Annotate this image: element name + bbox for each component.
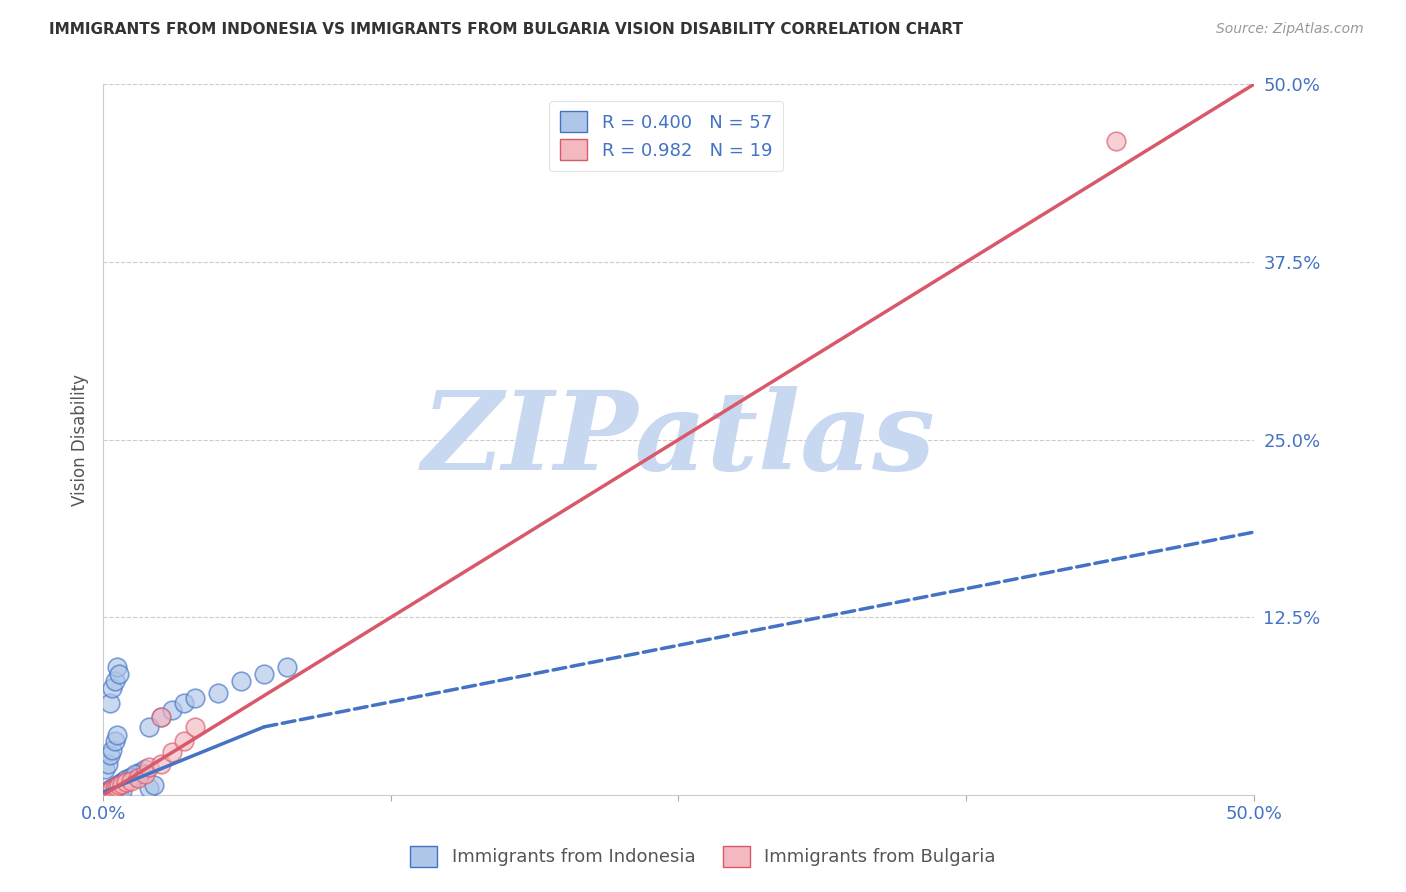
Point: [101, 782, 124, 797]
Point: [129, 765, 152, 780]
Point: [184, 720, 207, 734]
Point: [104, 780, 127, 794]
Point: [98, 784, 121, 798]
Point: [134, 766, 156, 780]
Point: [231, 674, 253, 689]
Point: [98, 782, 121, 797]
Point: [104, 785, 127, 799]
Point: [97, 784, 120, 798]
Point: [94, 787, 117, 801]
Point: [120, 773, 142, 788]
Text: IMMIGRANTS FROM INDONESIA VS IMMIGRANTS FROM BULGARIA VISION DISABILITY CORRELAT: IMMIGRANTS FROM INDONESIA VS IMMIGRANTS …: [49, 22, 963, 37]
Point: [105, 787, 128, 801]
Point: [149, 710, 172, 724]
Point: [138, 720, 160, 734]
Point: [94, 763, 117, 777]
Point: [105, 780, 128, 794]
Point: [105, 780, 128, 794]
Point: [110, 784, 132, 798]
Point: [104, 674, 127, 689]
Point: [94, 787, 117, 801]
Point: [105, 778, 128, 792]
Point: [120, 771, 142, 785]
Point: [97, 785, 120, 799]
Point: [97, 756, 120, 771]
Point: [98, 748, 121, 763]
Point: [108, 785, 131, 799]
Point: [117, 772, 139, 787]
Point: [101, 784, 124, 798]
Point: [101, 681, 124, 696]
Point: [98, 787, 121, 801]
Point: [105, 660, 128, 674]
Point: [127, 771, 149, 785]
Point: [98, 784, 121, 798]
Point: [120, 770, 142, 784]
Point: [115, 772, 138, 787]
Point: [101, 782, 124, 797]
Point: [142, 778, 165, 792]
Point: [207, 686, 229, 700]
Text: ZIPatlas: ZIPatlas: [422, 386, 935, 493]
Point: [108, 778, 131, 792]
Text: Source: ZipAtlas.com: Source: ZipAtlas.com: [1216, 22, 1364, 37]
Point: [124, 766, 146, 780]
Point: [108, 778, 131, 792]
Y-axis label: Vision Disability: Vision Disability: [72, 374, 89, 506]
Point: [253, 667, 276, 681]
Legend: R = 0.400   N = 57, R = 0.982   N = 19: R = 0.400 N = 57, R = 0.982 N = 19: [550, 101, 783, 171]
Point: [149, 756, 172, 771]
Point: [110, 777, 132, 791]
Point: [160, 746, 183, 760]
Point: [101, 742, 124, 756]
Point: [105, 728, 128, 742]
Point: [98, 696, 121, 710]
Point: [276, 660, 298, 674]
Point: [138, 759, 160, 773]
Point: [104, 734, 127, 748]
Point: [101, 780, 124, 795]
Point: [112, 773, 135, 788]
Point: [122, 770, 145, 784]
Point: [184, 691, 207, 706]
Point: [1104, 134, 1126, 148]
Point: [108, 667, 131, 681]
Point: [108, 777, 131, 791]
Point: [138, 780, 160, 795]
Legend: Immigrants from Indonesia, Immigrants from Bulgaria: Immigrants from Indonesia, Immigrants fr…: [404, 838, 1002, 874]
Point: [104, 780, 127, 795]
Point: [104, 780, 127, 795]
Point: [160, 703, 183, 717]
Point: [97, 785, 120, 799]
Point: [134, 763, 156, 777]
Point: [112, 775, 135, 789]
Point: [173, 696, 195, 710]
Point: [110, 777, 132, 791]
Point: [115, 773, 138, 788]
Point: [127, 766, 149, 780]
Point: [115, 775, 138, 789]
Point: [94, 787, 117, 801]
Point: [149, 710, 172, 724]
Point: [110, 775, 132, 789]
Point: [173, 734, 195, 748]
Point: [97, 785, 120, 799]
